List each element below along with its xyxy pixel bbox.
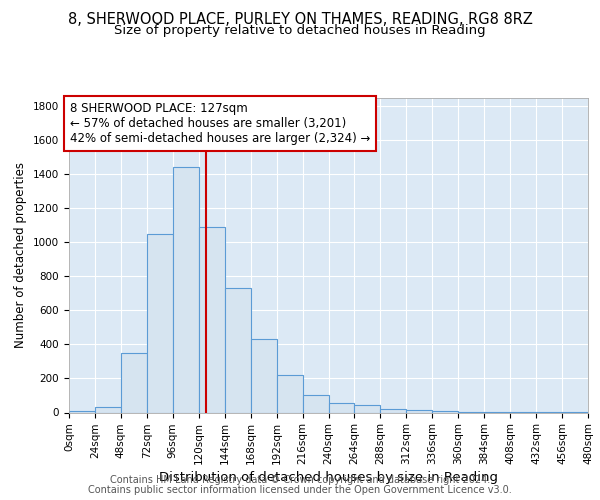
Bar bbox=[95, 408, 121, 412]
Text: 8 SHERWOOD PLACE: 127sqm
← 57% of detached houses are smaller (3,201)
42% of sem: 8 SHERWOOD PLACE: 127sqm ← 57% of detach… bbox=[70, 102, 370, 145]
Bar bbox=[406, 410, 432, 412]
Text: Contains public sector information licensed under the Open Government Licence v3: Contains public sector information licen… bbox=[88, 485, 512, 495]
Bar bbox=[355, 405, 380, 412]
X-axis label: Distribution of detached houses by size in Reading: Distribution of detached houses by size … bbox=[159, 472, 498, 484]
Bar bbox=[329, 403, 355, 412]
Bar bbox=[121, 353, 147, 412]
Bar bbox=[380, 409, 406, 412]
Bar bbox=[225, 288, 251, 412]
Bar bbox=[147, 234, 173, 412]
Bar bbox=[69, 411, 95, 412]
Bar bbox=[302, 394, 329, 412]
Bar bbox=[251, 340, 277, 412]
Bar bbox=[277, 375, 302, 412]
Bar bbox=[432, 411, 458, 412]
Y-axis label: Number of detached properties: Number of detached properties bbox=[14, 162, 28, 348]
Text: 8, SHERWOOD PLACE, PURLEY ON THAMES, READING, RG8 8RZ: 8, SHERWOOD PLACE, PURLEY ON THAMES, REA… bbox=[68, 12, 532, 28]
Text: Contains HM Land Registry data © Crown copyright and database right 2024.: Contains HM Land Registry data © Crown c… bbox=[110, 475, 490, 485]
Bar bbox=[199, 227, 224, 412]
Bar bbox=[173, 168, 199, 412]
Text: Size of property relative to detached houses in Reading: Size of property relative to detached ho… bbox=[114, 24, 486, 37]
